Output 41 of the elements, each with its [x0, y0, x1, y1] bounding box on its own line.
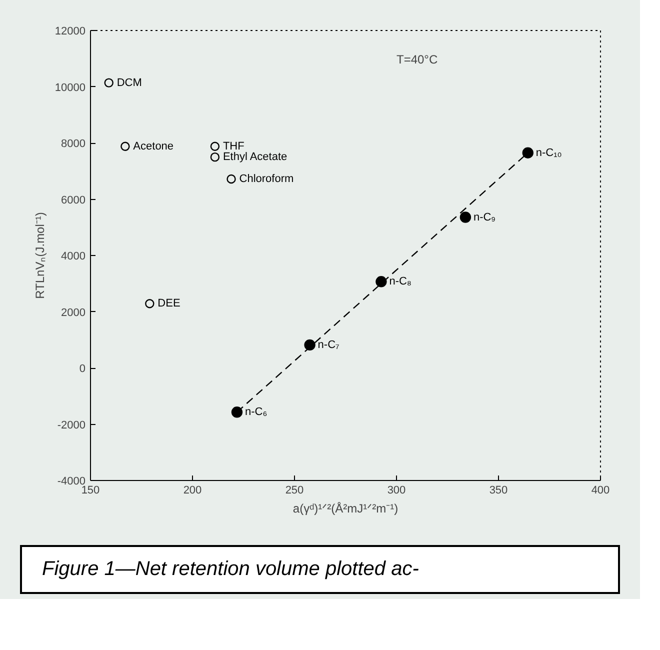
- point: [522, 147, 534, 158]
- caption: Figure 1—Net retention volume plotted ac-: [42, 557, 419, 582]
- annotation: n-C₆: [244, 406, 268, 418]
- annotation: DEE: [158, 298, 180, 310]
- y-axis-title: RTLnVₙ(J.mol⁻¹): [32, 212, 47, 299]
- annotation: T=40°C: [396, 52, 438, 66]
- point: [304, 339, 316, 351]
- point: [145, 299, 154, 308]
- x-tick-label: 300: [387, 484, 406, 496]
- y-tick-label: 0: [79, 363, 86, 375]
- point: [210, 152, 220, 162]
- x-tick-label: 200: [183, 484, 202, 496]
- x-axis-title: a(γᵈ)¹ᐟ²(Å²mJ¹ᐟ²m⁻¹): [292, 502, 398, 516]
- y-tick-label: 4000: [61, 250, 86, 262]
- point: [376, 276, 387, 288]
- annotation: Chloroform: [239, 173, 294, 185]
- y-tick-label: 2000: [61, 306, 86, 319]
- y-tick-label: 8000: [61, 138, 86, 150]
- annotation: n-C₈: [389, 276, 412, 288]
- y-tick-label: 12000: [54, 26, 86, 38]
- y-tick-label: -4000: [57, 476, 86, 488]
- x-tick-label: 250: [285, 484, 304, 496]
- y-tick-label: -2000: [57, 419, 86, 432]
- point: [120, 142, 130, 151]
- y-tick-label: 10000: [54, 82, 86, 94]
- annotation: n-C₉: [473, 211, 496, 224]
- point: [231, 406, 243, 418]
- y-tick-label: 6000: [61, 194, 86, 206]
- annotation: Acetone: [133, 140, 174, 152]
- annotation: THF: [222, 140, 245, 152]
- annotation: DCM: [116, 76, 142, 89]
- x-tick-label: 400: [591, 484, 610, 496]
- x-tick-label: 350: [489, 484, 508, 496]
- point: [104, 78, 114, 88]
- annotation: n-C₇: [318, 338, 340, 351]
- annotation: Ethyl Acetate: [222, 151, 288, 164]
- x-tick-label: 150: [81, 484, 100, 496]
- point: [460, 212, 472, 223]
- point: [210, 142, 220, 151]
- point: [226, 174, 236, 184]
- annotation: n-C₁₀: [536, 146, 562, 159]
